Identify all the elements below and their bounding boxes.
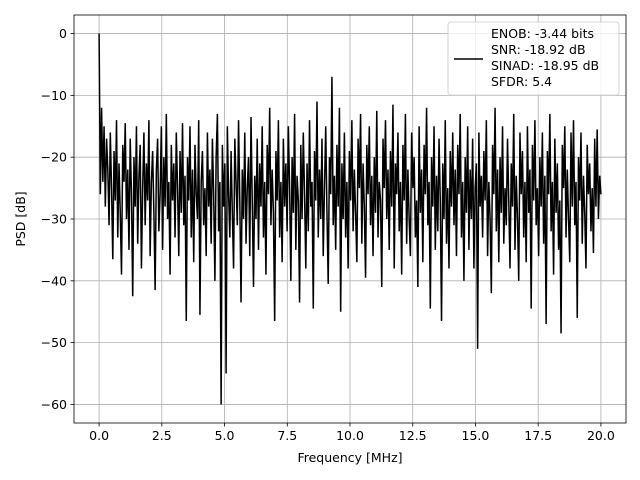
x-tick-label: 17.5 (524, 428, 552, 443)
x-tick-label: 5.0 (215, 428, 235, 443)
legend-line-enob: ENOB: -3.44 bits (491, 26, 594, 41)
y-tick-label: −10 (41, 88, 67, 103)
x-axis-ticks: 0.0 2.5 5.0 7.5 10.0 12.5 15.0 17.5 20.0 (89, 423, 615, 443)
x-tick-label: 10.0 (336, 428, 364, 443)
y-tick-label: −20 (41, 150, 67, 165)
y-axis-label: PSD [dB] (13, 191, 28, 246)
legend-line-snr: SNR: -18.92 dB (491, 42, 586, 57)
x-axis-label: Frequency [MHz] (297, 450, 402, 465)
y-axis-ticks: 0 −10 −20 −30 −40 −50 −60 (41, 26, 74, 412)
x-tick-label: 12.5 (399, 428, 427, 443)
y-tick-label: −60 (41, 397, 67, 412)
legend-line-sinad: SINAD: -18.95 dB (491, 58, 599, 73)
y-tick-label: 0 (59, 26, 67, 41)
x-tick-label: 2.5 (152, 428, 172, 443)
y-tick-label: −40 (41, 273, 67, 288)
x-tick-label: 20.0 (587, 428, 615, 443)
series-layer (98, 33, 602, 405)
x-tick-label: 15.0 (462, 428, 490, 443)
legend-line-sfdr: SFDR: 5.4 (491, 74, 552, 89)
y-tick-label: −50 (41, 335, 67, 350)
x-tick-label: 7.5 (277, 428, 297, 443)
x-tick-label: 0.0 (89, 428, 109, 443)
psd-series-line (98, 33, 602, 405)
y-tick-label: −30 (41, 212, 67, 227)
legend: ENOB: -3.44 bits SNR: -18.92 dB SINAD: -… (447, 21, 620, 96)
legend-box (447, 21, 620, 96)
